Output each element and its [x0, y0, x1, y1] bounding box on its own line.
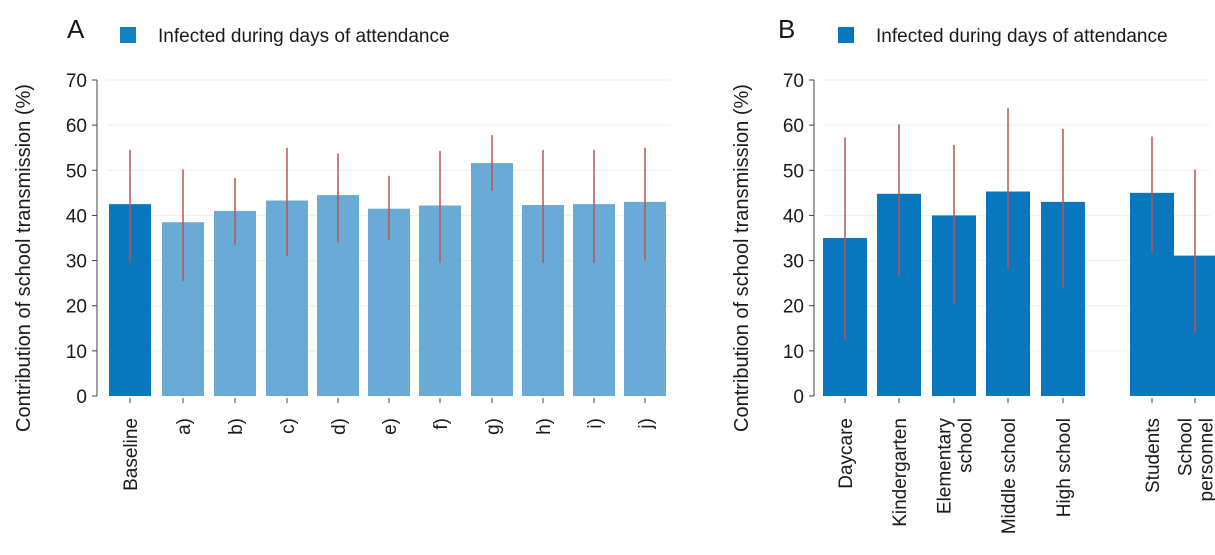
x-tick-label-line: a): [174, 418, 195, 435]
x-tick-label: Students: [1143, 418, 1164, 493]
y-tick-label: 50: [66, 161, 87, 182]
x-tick-label-line: Students: [1143, 418, 1164, 493]
x-tick-label: Middle school: [999, 418, 1020, 534]
x-tick-label: High school: [1054, 418, 1075, 517]
y-tick-label: 60: [66, 116, 87, 137]
x-tick-label-line: Baseline: [121, 418, 142, 491]
x-tick-label: a): [174, 418, 195, 435]
bar: [1173, 255, 1215, 396]
x-tick-label: Schoolpersonnel: [1176, 418, 1215, 501]
y-tick-label: 70: [66, 71, 87, 92]
y-tick-label: 30: [783, 252, 804, 273]
x-tick-label: i): [585, 418, 606, 429]
x-tick-label: g): [483, 418, 504, 435]
x-tick-label-line: Middle school: [999, 418, 1020, 534]
y-tick-label: 20: [783, 297, 804, 318]
x-tick-label: f): [431, 418, 452, 430]
y-tick-label: 20: [66, 297, 87, 318]
x-tick-label: h): [534, 418, 555, 435]
y-tick-label: 40: [783, 206, 804, 227]
x-tick-label-line: b): [226, 418, 247, 435]
panel-label: A: [67, 14, 85, 44]
y-tick-label: 30: [66, 252, 87, 273]
x-tick-label: e): [380, 418, 401, 435]
x-tick-label: Daycare: [836, 418, 857, 489]
x-tick-label-line: g): [483, 418, 504, 435]
x-tick-label-line: c): [278, 418, 299, 434]
y-tick-label: 0: [793, 387, 804, 408]
x-tick-label-line: Elementary: [935, 418, 956, 515]
y-tick-label: 0: [76, 387, 87, 408]
legend-label: Infected during days of attendance: [876, 26, 1168, 47]
y-tick-label: 50: [783, 161, 804, 182]
x-tick-label: Elementaryschool: [935, 418, 977, 515]
x-tick-label-line: j): [636, 418, 657, 430]
legend-label: Infected during days of attendance: [158, 26, 450, 47]
x-tick-label-line: Kindergarten: [890, 418, 911, 527]
x-tick-label-line: Daycare: [836, 418, 857, 489]
chart-panel-a: A 0 10 20 30 40 50 60 70 Contribution of school t…: [13, 14, 671, 491]
y-tick-label: 40: [66, 206, 87, 227]
x-tick-label: Baseline: [121, 418, 142, 491]
x-tick-label-line: personnel: [1197, 418, 1215, 501]
x-tick-label: d): [329, 418, 350, 435]
legend-swatch: [120, 27, 136, 43]
x-tick-label-line: school: [956, 418, 977, 473]
x-tick-label: j): [636, 418, 657, 430]
x-tick-label-line: School: [1176, 418, 1197, 476]
panel-label: B: [778, 14, 795, 44]
y-tick-label: 10: [66, 342, 87, 363]
chart-panel-b: B 0 10 20 30 40 50 60 70 Contribution of school t…: [731, 14, 1215, 534]
x-tick-label-line: e): [380, 418, 401, 435]
x-tick-label: Kindergarten: [890, 418, 911, 527]
y-tick-label: 10: [783, 342, 804, 363]
y-axis-title: Contribution of school transmission (%): [13, 84, 35, 432]
x-tick-label-line: d): [329, 418, 350, 435]
x-tick-label: b): [226, 418, 247, 435]
x-tick-label-line: f): [431, 418, 452, 430]
y-tick-label: 70: [783, 71, 804, 92]
bar: [471, 163, 513, 396]
x-tick-label: c): [278, 418, 299, 434]
x-tick-label-line: h): [534, 418, 555, 435]
x-tick-label-line: i): [585, 418, 606, 429]
y-axis-title: Contribution of school transmission (%): [731, 84, 753, 432]
x-tick-label-line: High school: [1054, 418, 1075, 517]
y-tick-label: 60: [783, 116, 804, 137]
legend-swatch: [838, 27, 854, 43]
